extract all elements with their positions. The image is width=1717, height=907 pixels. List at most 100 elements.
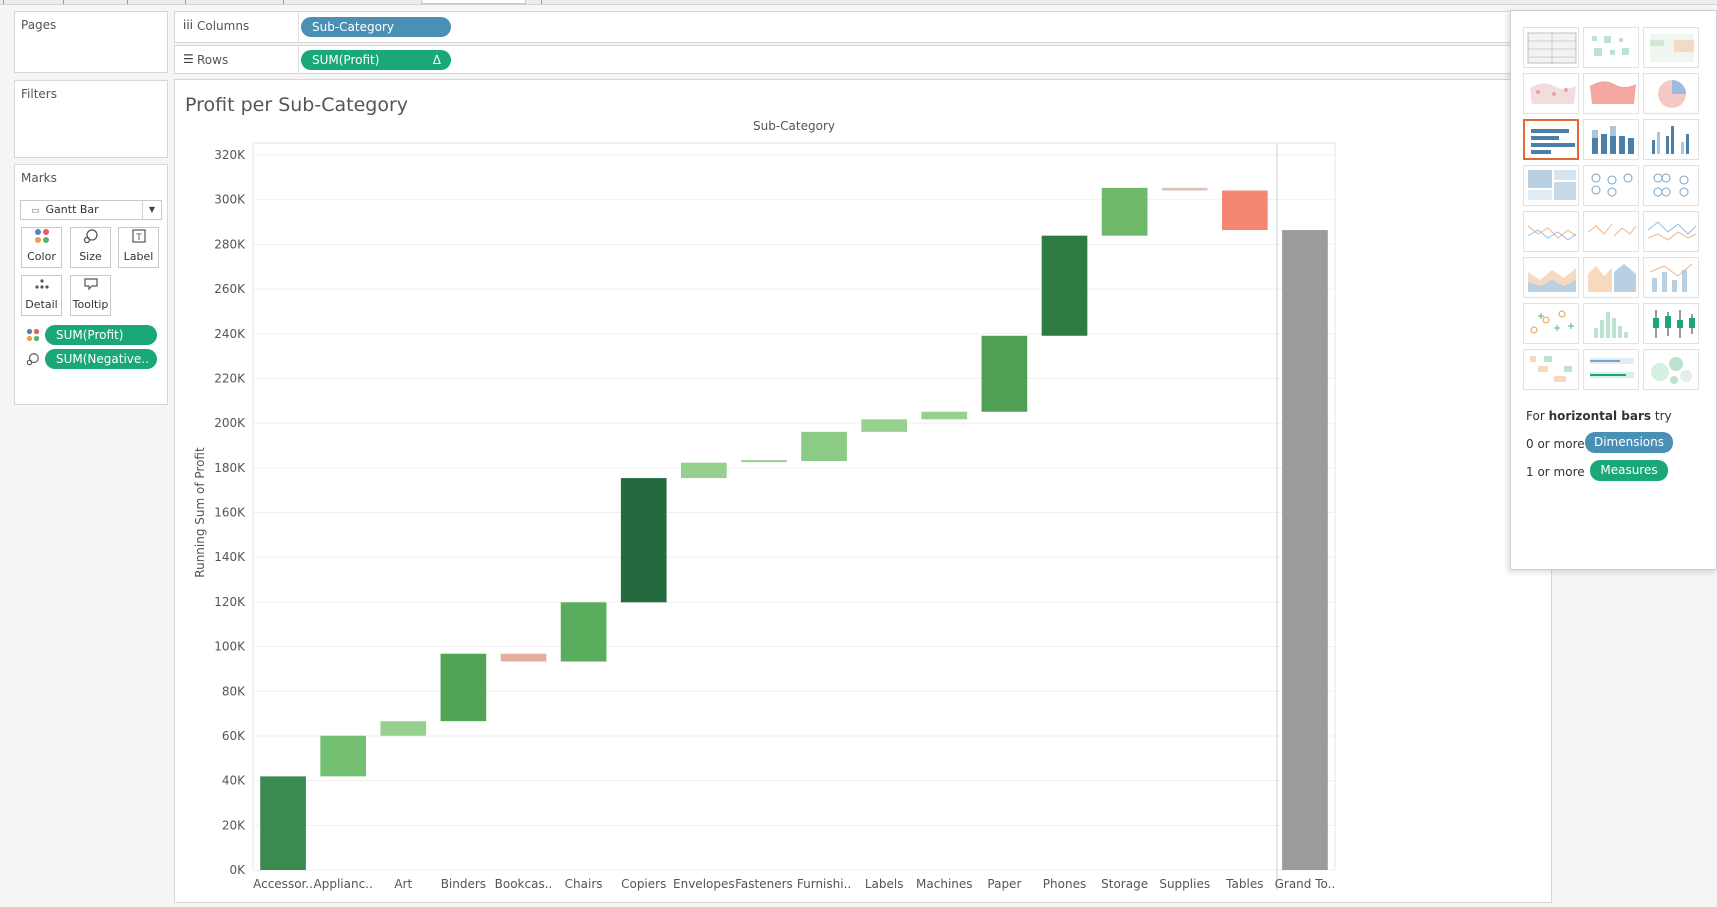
shelf-divider: [298, 46, 299, 73]
view-title: Profit per Sub-Category: [185, 94, 409, 116]
marks-pill-size[interactable]: SUM(Negative..: [45, 349, 157, 369]
heat-map-thumb[interactable]: [1583, 27, 1639, 68]
tooltip-button-label: Tooltip: [72, 298, 109, 311]
hint-chart-name: horizontal bars: [1548, 409, 1652, 423]
treemap-thumb[interactable]: [1523, 165, 1579, 206]
x-tick-label: Storage: [1101, 877, 1148, 891]
dual-lines-thumb[interactable]: [1643, 211, 1699, 252]
pie-chart-thumb[interactable]: [1643, 73, 1699, 114]
measures-count: 1 or more: [1526, 465, 1585, 479]
marks-pill-color[interactable]: SUM(Profit): [45, 325, 157, 345]
waterfall-bar: [620, 478, 667, 603]
waterfall-bar: [380, 721, 427, 736]
discrete-lines-thumb[interactable]: [1583, 211, 1639, 252]
stacked-bars-thumb[interactable]: [1583, 119, 1639, 160]
toolbar-separator: [127, 0, 128, 4]
gantt-bar-icon: ▭: [31, 206, 40, 216]
rows-pill[interactable]: SUM(Profit) Δ: [301, 50, 451, 70]
continuous-lines-thumb[interactable]: [1523, 211, 1579, 252]
pages-label: Pages: [21, 18, 57, 32]
waterfall-bar: [921, 411, 968, 420]
symbol-map-thumb[interactable]: [1523, 73, 1579, 114]
waterfall-chart[interactable]: 0K 20K 40K 60K 80K 100K 120K 140K 160K 180K 200K 22…: [175, 80, 1553, 902]
waterfall-bar: [801, 431, 847, 462]
waterfall-bar: [500, 653, 547, 662]
toolbar-separator: [185, 0, 186, 4]
x-tick-label: Copiers: [621, 877, 666, 891]
side-by-side-circles-thumb[interactable]: [1643, 165, 1699, 206]
shelf-divider: [298, 12, 299, 42]
filters-card[interactable]: Filters: [14, 80, 168, 158]
x-tick-label: Tables: [1225, 877, 1263, 891]
x-tick-label: Machines: [916, 877, 972, 891]
side-by-side-bars-thumb[interactable]: [1643, 119, 1699, 160]
y-tick-label: 240K: [214, 327, 246, 341]
x-tick-label: Chairs: [565, 877, 603, 891]
dimensions-count: 0 or more: [1526, 437, 1585, 451]
mark-type-dropdown[interactable]: ▭ Gantt Bar ▼: [20, 200, 162, 220]
size-button-label: Size: [79, 250, 102, 263]
waterfall-bar: [560, 602, 607, 662]
y-tick-label: 80K: [222, 684, 246, 698]
gantt-chart-thumb[interactable]: [1523, 349, 1579, 390]
waterfall-bar: [1161, 187, 1208, 191]
waterfall-bar: [320, 735, 367, 777]
hint-prefix: For: [1526, 409, 1545, 423]
x-tick-label: Supplies: [1159, 877, 1210, 891]
text-table-thumb[interactable]: [1523, 27, 1579, 68]
waterfall-bar: [741, 460, 787, 463]
toolbar-separator: [541, 0, 542, 4]
y-axis-title: Running Sum of Profit: [193, 447, 207, 578]
color-dots-icon: [26, 327, 40, 346]
rows-label: Rows: [197, 53, 229, 67]
detail-icon: [22, 276, 61, 298]
label-button[interactable]: T Label: [118, 227, 159, 268]
filled-map-thumb[interactable]: [1583, 73, 1639, 114]
y-tick-label: 40K: [222, 774, 246, 788]
color-button[interactable]: Color: [21, 227, 62, 268]
y-tick-label: 220K: [214, 371, 246, 385]
dual-combination-thumb[interactable]: [1643, 257, 1699, 298]
x-tick-label: Bookcas..: [495, 877, 553, 891]
y-tick-label: 320K: [214, 148, 246, 162]
histogram-thumb[interactable]: [1583, 303, 1639, 344]
columns-pill[interactable]: Sub-Category: [301, 17, 451, 37]
size-button[interactable]: Size: [70, 227, 111, 268]
chevron-down-icon[interactable]: ▼: [142, 201, 161, 219]
detail-button[interactable]: Detail: [21, 275, 62, 316]
horizontal-bars-thumb[interactable]: [1523, 119, 1579, 160]
waterfall-bar: [260, 776, 306, 870]
x-tick-label: Paper: [987, 877, 1021, 891]
toolbar-separator: [3, 0, 4, 4]
circle-views-thumb[interactable]: [1583, 165, 1639, 206]
waterfall-bar: [1101, 187, 1148, 236]
label-button-label: Label: [123, 250, 154, 263]
x-tick-label: Envelopes: [673, 877, 735, 891]
pages-card[interactable]: Pages: [14, 11, 168, 73]
highlight-table-thumb[interactable]: [1643, 27, 1699, 68]
columns-icon: iii: [183, 18, 194, 32]
tooltip-icon: [71, 276, 110, 298]
tooltip-button[interactable]: Tooltip: [70, 275, 111, 316]
plot-pane: [252, 142, 1336, 871]
measures-pill: Measures: [1590, 460, 1668, 481]
box-whisker-thumb[interactable]: [1643, 303, 1699, 344]
columns-shelf[interactable]: iii Columns Sub-Category: [174, 11, 1553, 43]
y-tick-label: 60K: [222, 729, 246, 743]
bullet-graph-thumb[interactable]: [1583, 349, 1639, 390]
rows-icon: ☰: [183, 52, 194, 66]
columns-label: Columns: [197, 19, 250, 33]
x-tick-label: Applianc..: [314, 877, 373, 891]
area-discrete-thumb[interactable]: [1583, 257, 1639, 298]
y-tick-label: 280K: [214, 237, 246, 251]
rows-pill-label: SUM(Profit): [312, 53, 380, 67]
area-continuous-thumb[interactable]: [1523, 257, 1579, 298]
table-calc-delta-icon: Δ: [432, 53, 441, 67]
rows-shelf[interactable]: ☰ Rows SUM(Profit) Δ: [174, 45, 1553, 74]
packed-bubbles-thumb[interactable]: [1643, 349, 1699, 390]
marks-label: Marks: [21, 171, 57, 185]
show-me-panel: For horizontal bars try 0 or more Dimens…: [1510, 10, 1717, 570]
waterfall-bar: [1221, 190, 1268, 231]
scatter-plot-thumb[interactable]: [1523, 303, 1579, 344]
toolbar-dropdown[interactable]: [421, 0, 526, 4]
